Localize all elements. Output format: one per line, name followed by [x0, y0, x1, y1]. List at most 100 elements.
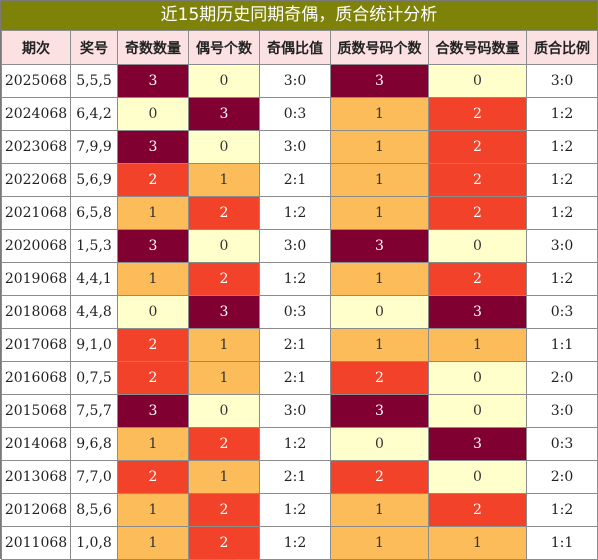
- table-row: 2011068 1,0,8 1 2 1:2 1 1 1:1: [1, 526, 598, 560]
- composite-count-cell: 2: [428, 97, 527, 131]
- draw-number-cell: 4,4,1: [70, 262, 118, 296]
- header-period: 期次: [1, 30, 71, 65]
- prime-count-cell: 1: [330, 97, 429, 131]
- odd-even-ratio-cell: 1:2: [259, 262, 331, 296]
- even-count-cell: 3: [188, 295, 260, 329]
- even-count-cell: 2: [188, 526, 260, 560]
- prime-count-cell: 0: [330, 427, 429, 461]
- odd-count-cell: 1: [117, 196, 189, 230]
- even-count-cell: 2: [188, 427, 260, 461]
- prime-composite-ratio-cell: 1:1: [526, 328, 598, 362]
- stats-table: 期次 奖号 奇数数量 偶号个数 奇偶比值 质数号码个数 合数号码数量 质合比例 …: [1, 30, 598, 560]
- draw-number-cell: 5,5,5: [70, 64, 118, 98]
- even-count-cell: 3: [188, 97, 260, 131]
- table-row: 2025068 5,5,5 3 0 3:0 3 0 3:0: [1, 64, 598, 98]
- odd-count-cell: 3: [117, 64, 189, 98]
- prime-composite-ratio-cell: 1:1: [526, 526, 598, 560]
- even-count-cell: 0: [188, 394, 260, 428]
- prime-composite-ratio-cell: 2:0: [526, 361, 598, 395]
- odd-count-cell: 3: [117, 229, 189, 263]
- odd-count-cell: 1: [117, 427, 189, 461]
- odd-count-cell: 2: [117, 163, 189, 197]
- header-odd-even-ratio: 奇偶比值: [259, 30, 331, 65]
- odd-count-cell: 3: [117, 394, 189, 428]
- table-row: 2023068 7,9,9 3 0 3:0 1 2 1:2: [1, 130, 598, 164]
- odd-count-cell: 1: [117, 526, 189, 560]
- prime-count-cell: 2: [330, 460, 429, 494]
- period-cell: 2020068: [1, 229, 71, 263]
- prime-composite-ratio-cell: 1:2: [526, 262, 598, 296]
- even-count-cell: 0: [188, 229, 260, 263]
- header-prime-count: 质数号码个数: [330, 30, 429, 65]
- prime-count-cell: 1: [330, 526, 429, 560]
- odd-even-ratio-cell: 2:1: [259, 163, 331, 197]
- period-cell: 2013068: [1, 460, 71, 494]
- prime-count-cell: 1: [330, 130, 429, 164]
- odd-even-ratio-cell: 2:1: [259, 328, 331, 362]
- header-odd-count: 奇数数量: [117, 30, 189, 65]
- odd-even-ratio-cell: 0:3: [259, 97, 331, 131]
- prime-count-cell: 1: [330, 262, 429, 296]
- composite-count-cell: 1: [428, 526, 527, 560]
- composite-count-cell: 2: [428, 493, 527, 527]
- draw-number-cell: 4,4,8: [70, 295, 118, 329]
- draw-number-cell: 9,6,8: [70, 427, 118, 461]
- period-cell: 2016068: [1, 361, 71, 395]
- period-cell: 2019068: [1, 262, 71, 296]
- period-cell: 2023068: [1, 130, 71, 164]
- draw-number-cell: 7,7,0: [70, 460, 118, 494]
- table-row: 2013068 7,7,0 2 1 2:1 2 0 2:0: [1, 460, 598, 494]
- draw-number-cell: 6,5,8: [70, 196, 118, 230]
- prime-count-cell: 0: [330, 295, 429, 329]
- prime-composite-ratio-cell: 0:3: [526, 295, 598, 329]
- odd-count-cell: 0: [117, 97, 189, 131]
- prime-count-cell: 3: [330, 229, 429, 263]
- prime-count-cell: 1: [330, 163, 429, 197]
- odd-even-ratio-cell: 2:1: [259, 361, 331, 395]
- composite-count-cell: 3: [428, 427, 527, 461]
- even-count-cell: 2: [188, 493, 260, 527]
- even-count-cell: 1: [188, 460, 260, 494]
- prime-composite-ratio-cell: 2:0: [526, 460, 598, 494]
- table-row: 2022068 5,6,9 2 1 2:1 1 2 1:2: [1, 163, 598, 197]
- even-count-cell: 1: [188, 328, 260, 362]
- prime-composite-ratio-cell: 3:0: [526, 64, 598, 98]
- header-composite-count: 合数号码数量: [428, 30, 527, 65]
- prime-composite-ratio-cell: 3:0: [526, 229, 598, 263]
- composite-count-cell: 0: [428, 394, 527, 428]
- draw-number-cell: 9,1,0: [70, 328, 118, 362]
- odd-count-cell: 1: [117, 262, 189, 296]
- even-count-cell: 2: [188, 196, 260, 230]
- header-prime-composite-ratio: 质合比例: [526, 30, 598, 65]
- header-draw-number: 奖号: [70, 30, 118, 65]
- period-cell: 2022068: [1, 163, 71, 197]
- table-row: 2012068 8,5,6 1 2 1:2 1 2 1:2: [1, 493, 598, 527]
- period-cell: 2017068: [1, 328, 71, 362]
- period-cell: 2015068: [1, 394, 71, 428]
- period-cell: 2011068: [1, 526, 71, 560]
- draw-number-cell: 1,5,3: [70, 229, 118, 263]
- prime-composite-ratio-cell: 1:2: [526, 97, 598, 131]
- odd-even-ratio-cell: 3:0: [259, 130, 331, 164]
- odd-count-cell: 3: [117, 130, 189, 164]
- period-cell: 2024068: [1, 97, 71, 131]
- table-row: 2017068 9,1,0 2 1 2:1 1 1 1:1: [1, 328, 598, 362]
- table-row: 2019068 4,4,1 1 2 1:2 1 2 1:2: [1, 262, 598, 296]
- odd-even-ratio-cell: 3:0: [259, 394, 331, 428]
- composite-count-cell: 2: [428, 130, 527, 164]
- prime-composite-ratio-cell: 0:3: [526, 427, 598, 461]
- composite-count-cell: 2: [428, 262, 527, 296]
- odd-even-ratio-cell: 1:2: [259, 493, 331, 527]
- draw-number-cell: 7,5,7: [70, 394, 118, 428]
- composite-count-cell: 1: [428, 328, 527, 362]
- even-count-cell: 2: [188, 262, 260, 296]
- odd-even-ratio-cell: 3:0: [259, 229, 331, 263]
- odd-even-ratio-cell: 3:0: [259, 64, 331, 98]
- composite-count-cell: 0: [428, 64, 527, 98]
- even-count-cell: 0: [188, 130, 260, 164]
- header-even-count: 偶号个数: [188, 30, 260, 65]
- composite-count-cell: 0: [428, 229, 527, 263]
- composite-count-cell: 0: [428, 361, 527, 395]
- composite-count-cell: 0: [428, 460, 527, 494]
